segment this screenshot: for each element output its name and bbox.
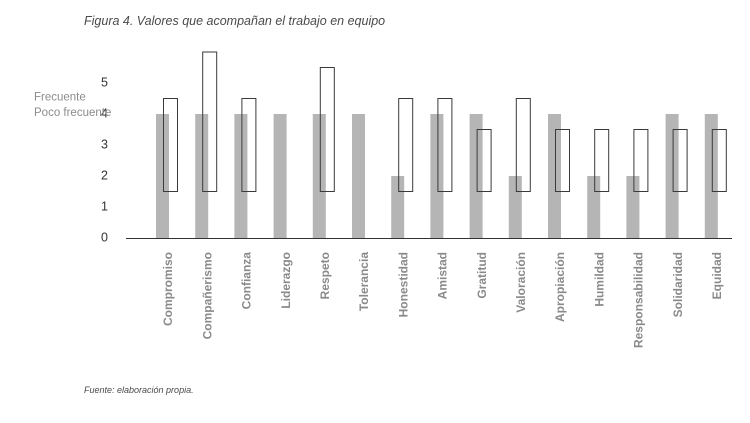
solid-bar (430, 114, 444, 238)
y-annotations: Frecuente Poco frecuente (34, 92, 111, 120)
solid-bar (352, 114, 365, 238)
y-tick-label: 0 (101, 230, 108, 244)
solid-bar (312, 114, 326, 238)
figure-source: Fuente: elaboración propia. (84, 385, 194, 395)
category-label: Gratitud (475, 252, 489, 299)
y-tick-label: 2 (101, 168, 108, 182)
category-labels: Compromiso Compañerismo Confianza Liderazgo… (161, 252, 724, 348)
solid-bar (273, 114, 287, 238)
y-tick-label: 4 (101, 106, 108, 120)
category-label: Equidad (710, 252, 724, 299)
solid-bar (195, 114, 209, 238)
category-label: Valoración (514, 252, 528, 313)
category-label: Compromiso (161, 252, 175, 326)
y-annotation-label: Poco frecuente (34, 107, 111, 119)
y-tick-label: 1 (101, 199, 108, 213)
outline-bar (594, 129, 610, 192)
category-label: Responsabilidad (632, 252, 646, 348)
solid-bar (626, 176, 640, 238)
outline-bar (437, 98, 453, 192)
solid-bar (548, 114, 561, 238)
y-tick-labels: 0 1 2 3 4 5 (101, 75, 108, 244)
outline-bar (555, 129, 570, 192)
solid-bar (587, 176, 601, 238)
outline-bar (672, 129, 688, 192)
outline-bar (476, 129, 492, 192)
solid-bar (665, 114, 679, 238)
outline-bar (202, 51, 218, 192)
outline-bar (163, 98, 178, 192)
solid-bar (508, 176, 522, 238)
category-label: Amistad (436, 252, 450, 299)
outline-bar (515, 98, 531, 192)
category-label: Liderazgo (279, 252, 293, 309)
figure-title: Figura 4. Valores que acompañan el traba… (84, 14, 386, 28)
solid-bar (234, 114, 248, 238)
outline-bar (398, 98, 414, 192)
y-tick-label: 5 (101, 75, 108, 89)
category-label: Confianza (240, 252, 254, 310)
solid-bar (156, 114, 169, 238)
category-label: Apropiación (553, 252, 567, 322)
outline-bar (711, 129, 727, 192)
outline-bar (633, 129, 649, 192)
outline-bar (241, 98, 257, 192)
solid-bar (704, 114, 718, 238)
category-label: Tolerancia (357, 252, 371, 311)
outline-bars-group (163, 51, 727, 192)
category-label: Humildad (592, 252, 606, 307)
solid-bar (391, 176, 405, 238)
category-label: Solidaridad (671, 252, 685, 317)
y-annotation-label: Frecuente (34, 92, 86, 104)
outline-bar (319, 67, 335, 192)
y-tick-label: 3 (101, 137, 108, 151)
category-label: Honestidad (396, 252, 410, 317)
category-label: Compañerismo (200, 252, 214, 339)
solid-bar (469, 114, 483, 238)
category-label: Respeto (318, 252, 332, 299)
